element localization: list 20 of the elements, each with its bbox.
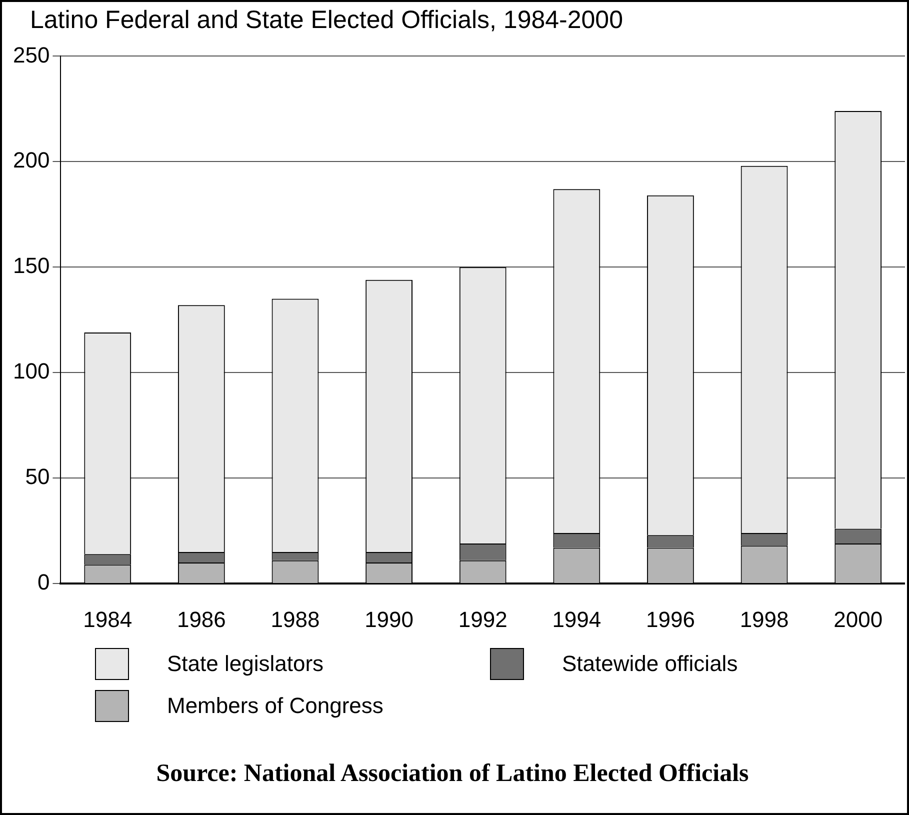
y-tick-label: 50 <box>25 464 50 490</box>
y-tick-label: 250 <box>12 42 50 68</box>
x-tick-label: 1998 <box>740 606 789 632</box>
x-tick-label: 1996 <box>646 606 695 632</box>
x-tick-label: 1992 <box>458 606 508 632</box>
x-tick-label: 1994 <box>552 606 602 632</box>
legend-label: Statewide officials <box>562 651 738 677</box>
x-tick-label: 1990 <box>364 606 414 632</box>
y-tick-label: 150 <box>12 253 50 278</box>
source-note: Source: National Association of Latino Elected Officials <box>155 760 750 788</box>
x-tick-label: 2000 <box>834 606 883 632</box>
x-tick-label: 1984 <box>83 606 132 632</box>
y-tick-label: 100 <box>12 358 50 384</box>
legend-label: State legislators <box>167 651 324 677</box>
chart-title: Latino Federal and State Elected Officials, 1984-2000 <box>30 6 623 35</box>
y-tick-label: 0 <box>37 570 50 595</box>
x-tick-label: 1986 <box>176 606 226 632</box>
x-tick-label: 1988 <box>270 606 320 632</box>
y-tick-label: 200 <box>12 148 50 173</box>
legend-label: Members of Congress <box>167 693 384 719</box>
